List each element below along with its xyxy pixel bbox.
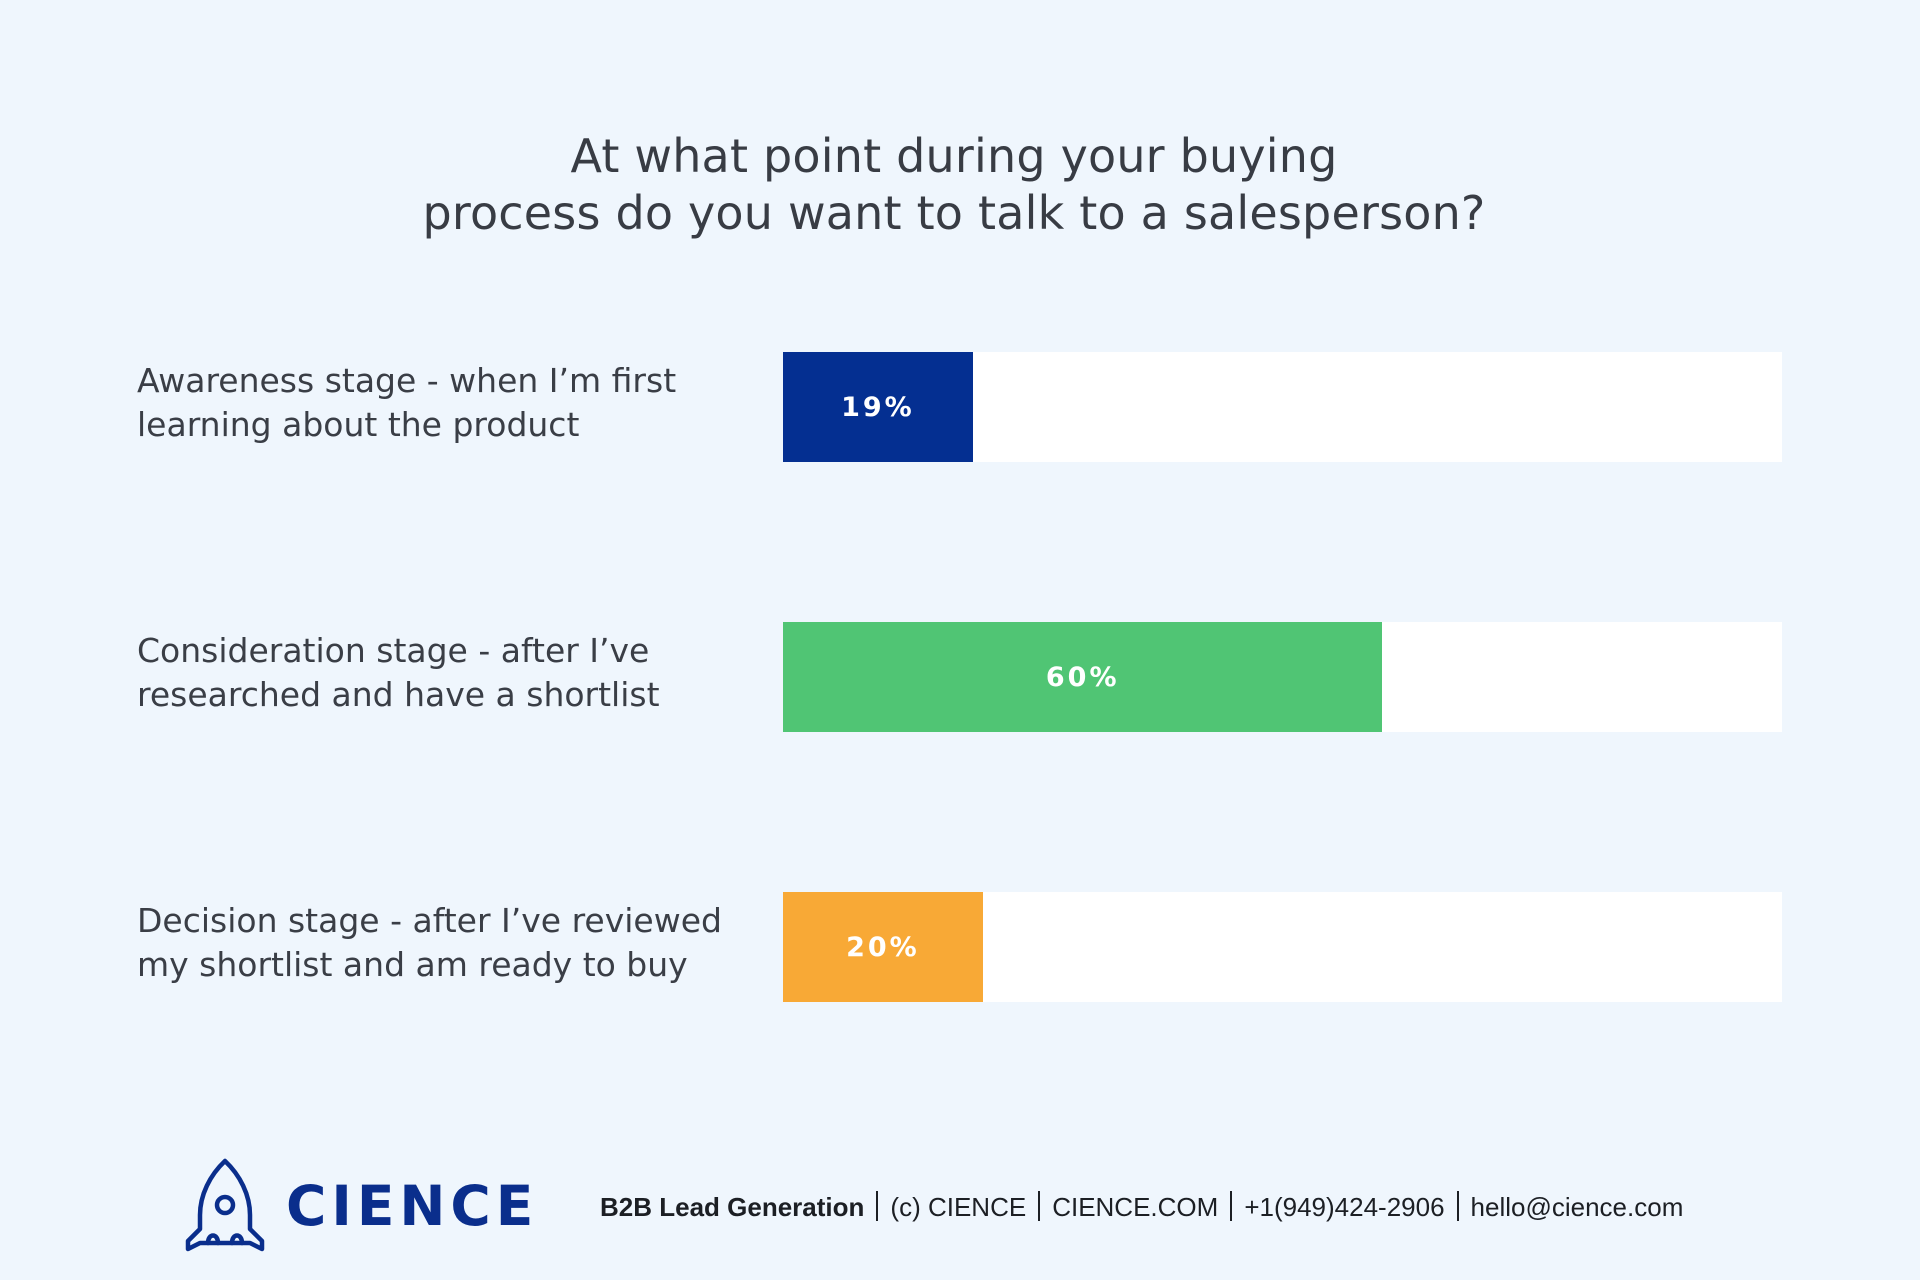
footer-tagline: B2B Lead Generation bbox=[600, 1192, 865, 1222]
footer-separator bbox=[1456, 1191, 1459, 1221]
category-label-line: learning about the product bbox=[137, 405, 580, 444]
footer-email[interactable]: hello@cience.com bbox=[1470, 1192, 1684, 1222]
category-label-decision: Decision stage - after I’ve reviewed my … bbox=[137, 899, 737, 987]
bar-awareness: 19% bbox=[783, 352, 973, 462]
category-label-consideration: Consideration stage - after I’ve researc… bbox=[137, 629, 737, 717]
footer-phone[interactable]: +1(949)424-2906 bbox=[1244, 1192, 1445, 1222]
category-label-line: Decision stage - after I’ve reviewed bbox=[137, 901, 722, 940]
bar-decision: 20% bbox=[783, 892, 983, 1002]
category-label-awareness: Awareness stage - when I’m first learnin… bbox=[137, 359, 737, 447]
chart-title: At what point during your buying process… bbox=[0, 128, 1908, 242]
category-label-line: researched and have a shortlist bbox=[137, 675, 660, 714]
footer-contact-info: B2B Lead Generation (c) CIENCE CIENCE.COM +… bbox=[600, 1190, 1683, 1224]
rocket-icon bbox=[185, 1158, 265, 1252]
bar-track-awareness: 19% bbox=[783, 352, 1782, 462]
value-label-decision: 20% bbox=[846, 931, 920, 963]
footer-website[interactable]: CIENCE.COM bbox=[1052, 1192, 1219, 1222]
chart-title-line-2: process do you want to talk to a salespe… bbox=[422, 186, 1486, 240]
brand-name: CIENCE bbox=[286, 1174, 539, 1238]
category-label-line: Awareness stage - when I’m first bbox=[137, 361, 677, 400]
bar-consideration: 60% bbox=[783, 622, 1383, 732]
footer-copyright: (c) CIENCE bbox=[890, 1192, 1027, 1222]
category-label-line: Consideration stage - after I’ve bbox=[137, 631, 650, 670]
value-label-consideration: 60% bbox=[1045, 661, 1120, 693]
footer-separator bbox=[1230, 1191, 1233, 1221]
category-label-line: my shortlist and am ready to buy bbox=[137, 945, 688, 984]
footer-separator bbox=[1038, 1191, 1041, 1221]
bar-track-decision: 20% bbox=[783, 892, 1782, 1002]
footer-separator bbox=[876, 1191, 879, 1221]
value-label-awareness: 19% bbox=[841, 391, 915, 423]
chart-title-line-1: At what point during your buying bbox=[570, 129, 1338, 183]
bar-track-consideration: 60% bbox=[783, 622, 1782, 732]
